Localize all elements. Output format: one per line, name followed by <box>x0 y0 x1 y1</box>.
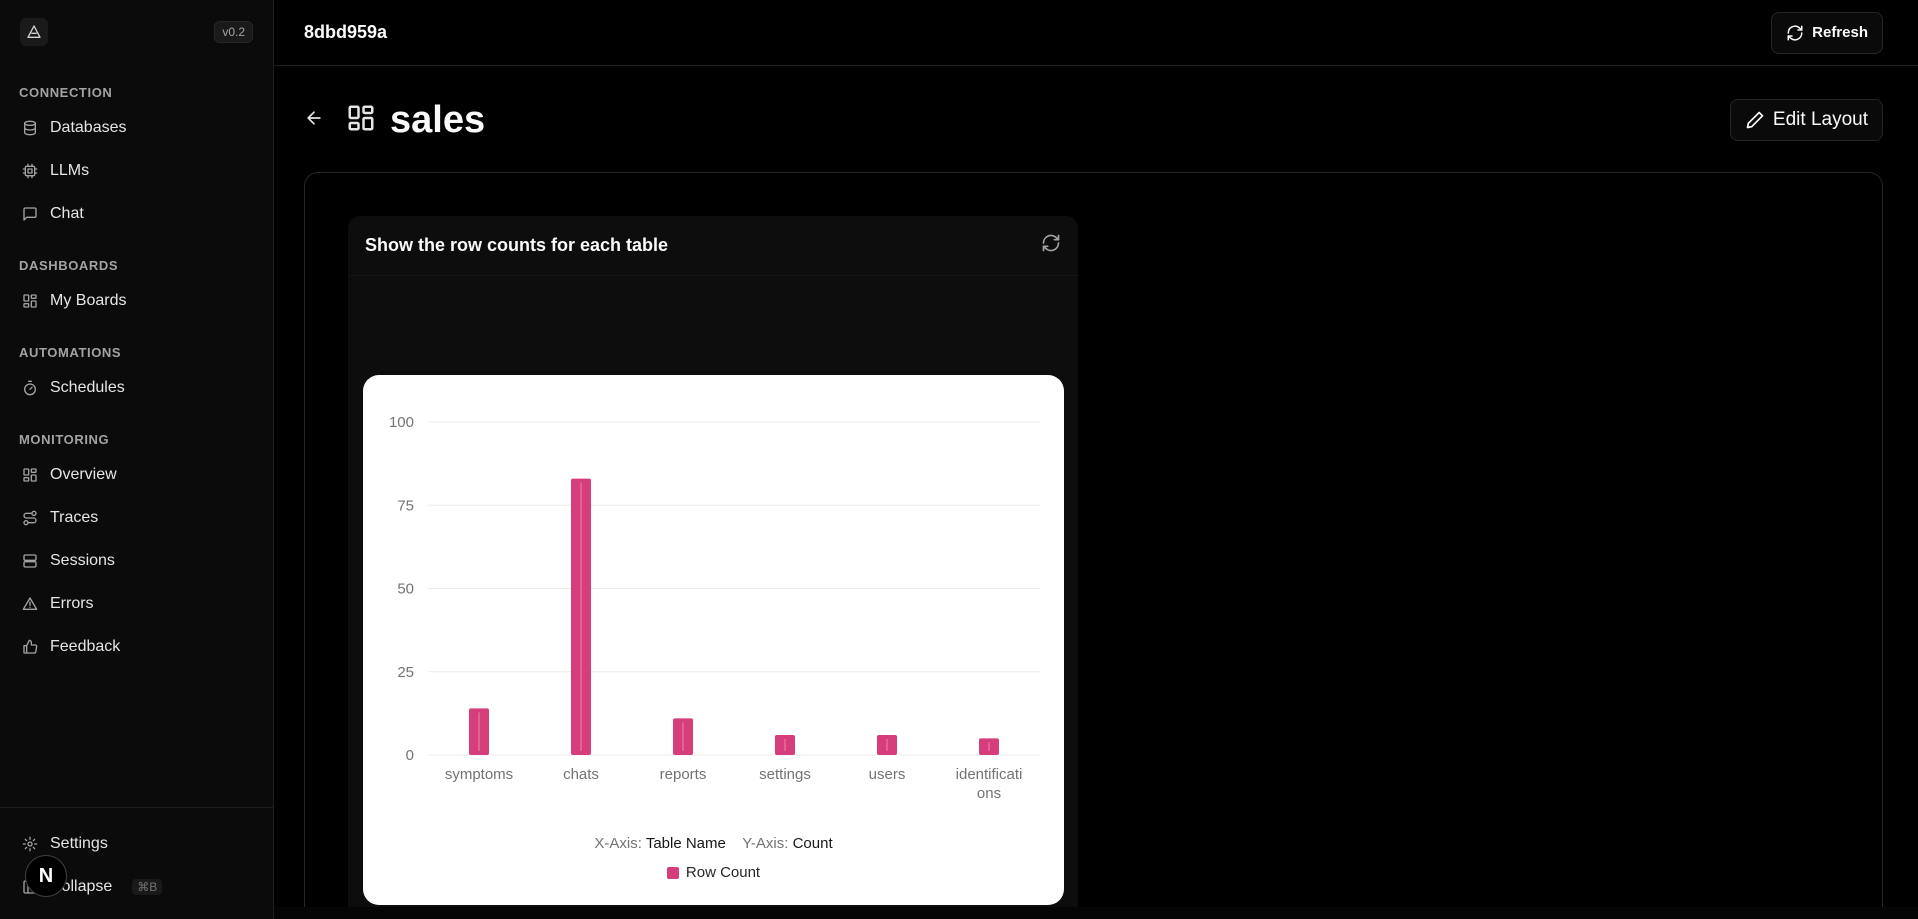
layout-dashboard-icon <box>348 105 374 130</box>
sidebar-footer: Settings Collapse ⌘B <box>0 807 273 919</box>
x-tick-label: reports <box>660 766 707 783</box>
route-icon <box>23 510 37 525</box>
page-header-left: sales <box>304 99 485 142</box>
sidebar-item-schedules[interactable]: Schedules <box>0 366 273 409</box>
collapse-shortcut: ⌘B <box>132 878 163 895</box>
y-tick-label: 75 <box>397 497 414 514</box>
sidebar-item-errors[interactable]: Errors <box>0 582 273 625</box>
section-label-monitoring: MONITORING <box>19 431 110 447</box>
widget-header: Show the row counts for each table <box>348 216 1078 276</box>
timer-icon <box>24 380 36 395</box>
sidebar-item-label: Errors <box>50 594 94 612</box>
connection-id-title: 8dbd959a <box>304 22 388 42</box>
axes-info: X-Axis: Table Name Y-Axis: Count <box>363 835 1064 852</box>
widget-refresh-button[interactable] <box>1041 233 1061 258</box>
legend-label: Row Count <box>685 864 761 881</box>
sidebar-item-label: LLMs <box>50 161 90 179</box>
y-axis-value: Count <box>792 835 833 852</box>
pencil-icon <box>1746 111 1764 129</box>
arrow-left-icon <box>307 110 321 125</box>
layout-dashboard-icon <box>23 293 37 308</box>
y-tick-label: 100 <box>389 414 414 431</box>
legend-swatch <box>666 866 679 879</box>
bottom-strip <box>274 907 1918 919</box>
version-badge: v0.2 <box>214 21 253 43</box>
bar-chart: 0 25 50 75 100 symptoms chats reports settings us… <box>389 414 1040 802</box>
edit-layout-button[interactable]: Edit Layout <box>1729 99 1883 141</box>
sidebar-item-llms[interactable]: LLMs <box>0 149 273 192</box>
sidebar-item-label: Databases <box>50 118 127 136</box>
sidebar: v0.2 CONNECTION Databases LLMs Chat DASH… <box>0 0 274 919</box>
section-label-connection: CONNECTION <box>19 84 113 100</box>
x-tick-label: chats <box>563 766 599 783</box>
edit-layout-label: Edit Layout <box>1772 109 1868 130</box>
sidebar-item-label: Feedback <box>50 637 121 655</box>
layout-dashboard-icon <box>23 467 37 482</box>
x-tick-label: symptoms <box>445 766 513 783</box>
refresh-button[interactable]: Refresh <box>1771 11 1883 54</box>
x-tick-label: identificati <box>956 766 1023 783</box>
sidebar-item-feedback[interactable]: Feedback <box>0 625 273 668</box>
x-axis-label: X-Axis: <box>594 835 642 852</box>
board-icon-wrap <box>346 103 376 138</box>
sidebar-item-label: My Boards <box>50 291 127 309</box>
sidebar-item-sessions[interactable]: Sessions <box>0 539 273 582</box>
refresh-icon <box>1787 25 1803 40</box>
sidebar-item-databases[interactable]: Databases <box>0 106 273 149</box>
y-tick-label: 25 <box>397 664 414 681</box>
brand-bar: v0.2 <box>0 0 273 64</box>
x-tick-label: settings <box>759 766 811 783</box>
dev-tools-badge[interactable]: N <box>25 855 67 897</box>
sidebar-item-label: Traces <box>50 508 99 526</box>
sidebar-item-label: Overview <box>50 465 117 483</box>
y-axis-label: Y-Axis: <box>742 835 789 852</box>
app-logo[interactable] <box>20 18 48 46</box>
y-tick-label: 0 <box>406 747 414 764</box>
top-bar: 8dbd959a Refresh <box>274 0 1918 66</box>
sidebar-item-label: Schedules <box>50 378 125 396</box>
sidebar-item-chat[interactable]: Chat <box>0 192 273 235</box>
sidebar-item-label: Sessions <box>50 551 115 569</box>
sidebar-item-settings[interactable]: Settings <box>0 822 273 865</box>
database-icon <box>24 120 36 135</box>
refresh-icon <box>1042 234 1060 252</box>
refresh-label: Refresh <box>1812 24 1868 41</box>
page-title: sales <box>390 98 486 141</box>
widget-title: Show the row counts for each table <box>365 235 669 255</box>
logo-icon <box>27 25 41 38</box>
chart-card: 0 25 50 75 100 symptoms chats reports settings us… <box>363 375 1064 905</box>
y-tick-label: 50 <box>397 581 414 598</box>
section-label-dashboards: DASHBOARDS <box>19 257 119 273</box>
x-axis-value: Table Name <box>645 835 726 852</box>
warning-icon <box>22 596 38 610</box>
thumbs-up-icon <box>23 639 38 654</box>
x-tick-label: users <box>869 766 906 783</box>
server-icon <box>23 553 37 568</box>
sidebar-item-overview[interactable]: Overview <box>0 453 273 496</box>
cpu-icon <box>22 163 38 178</box>
sidebar-item-label: Settings <box>50 834 108 852</box>
sidebar-item-traces[interactable]: Traces <box>0 496 273 539</box>
back-button[interactable] <box>304 108 324 133</box>
sidebar-item-my-boards[interactable]: My Boards <box>0 279 273 322</box>
page-header: sales Edit Layout <box>304 95 1883 145</box>
x-tick-label: ons <box>977 785 1001 802</box>
chart-legend: Row Count <box>363 864 1064 881</box>
section-label-automations: AUTOMATIONS <box>19 344 122 360</box>
message-icon <box>23 206 37 221</box>
gear-icon <box>22 836 38 851</box>
sidebar-item-label: Chat <box>50 204 84 222</box>
